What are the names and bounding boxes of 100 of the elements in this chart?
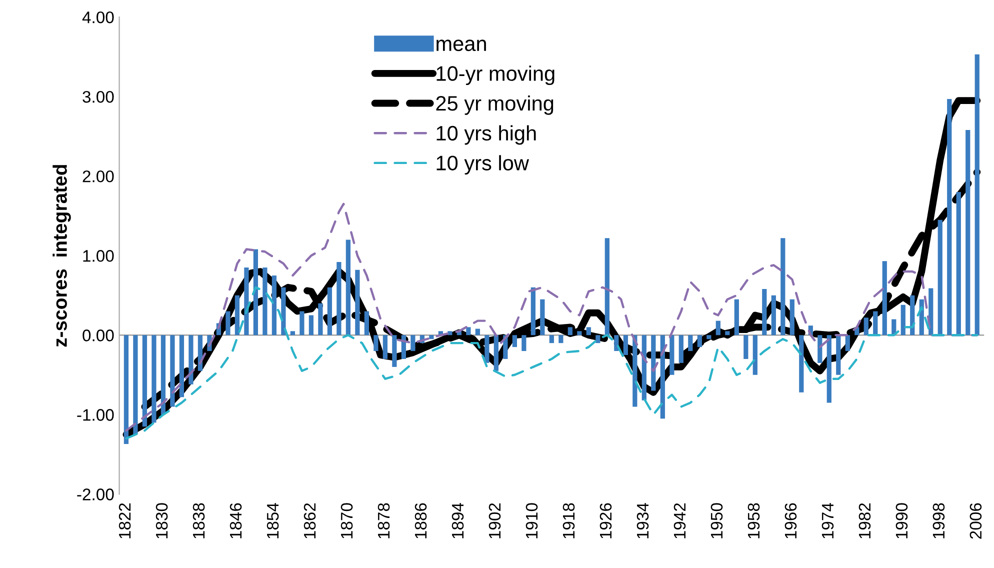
bar (188, 335, 194, 384)
bar (346, 240, 351, 336)
legend-label: 10-yr moving (436, 66, 554, 86)
x-tick-label: 1862 (304, 503, 316, 538)
x-tick-label: 1870 (340, 503, 353, 538)
bar (604, 238, 610, 336)
bar (466, 327, 471, 336)
x-tick-label: 1854 (266, 502, 279, 538)
bar (947, 98, 952, 336)
bar (725, 331, 730, 336)
bar (364, 311, 370, 336)
bar (836, 335, 841, 375)
x-tick-label: 1974 (822, 502, 834, 538)
bar (642, 335, 646, 400)
line-series (125, 286, 978, 440)
bar (966, 130, 970, 336)
bar (558, 335, 564, 344)
bar (752, 335, 758, 375)
bar (706, 335, 712, 340)
y-tick-label: 1.00 (83, 250, 114, 262)
bar (660, 335, 665, 419)
bar (226, 311, 230, 336)
bar (262, 268, 268, 336)
bar (678, 335, 684, 363)
x-tick-label: 1886 (414, 503, 427, 538)
x-tick-label: 1830 (156, 503, 168, 538)
bar (549, 335, 554, 344)
y-tick-label: 2.00 (82, 170, 114, 182)
bar (142, 335, 148, 427)
bar (596, 335, 600, 344)
x-tick-label: 1982 (858, 503, 871, 538)
bar (392, 335, 397, 367)
y-tick-label: 3.00 (82, 90, 114, 103)
x-tick-label: 1942 (674, 503, 686, 538)
x-tick-label: 1966 (784, 503, 797, 538)
bar (771, 295, 776, 336)
bar (586, 327, 591, 336)
bar (845, 335, 850, 352)
x-tick-label: 1934 (636, 502, 649, 538)
x-tick-label: 1894 (452, 502, 464, 538)
bar (290, 331, 296, 336)
bar (234, 295, 240, 336)
bar (512, 335, 517, 348)
bar (308, 315, 314, 336)
bar (577, 331, 582, 336)
bar (818, 335, 822, 363)
bar (651, 335, 656, 391)
bar (244, 268, 249, 336)
bar (697, 335, 702, 348)
bar (623, 335, 628, 355)
bar (900, 304, 906, 336)
bar (670, 335, 674, 375)
x-tick-label: 1918 (562, 503, 575, 538)
x-tick-label: 1838 (192, 503, 205, 538)
bar (382, 335, 388, 359)
bar (124, 335, 129, 444)
bar (873, 311, 878, 336)
bar (272, 275, 277, 336)
x-tick-label: 1822 (118, 503, 131, 538)
y-tick-label: -1.00 (77, 409, 114, 421)
x-tick-label: 1958 (748, 503, 760, 538)
legend-label: mean (436, 40, 486, 52)
bar (133, 335, 138, 435)
bar (938, 220, 942, 336)
y-tick-label: 0.00 (82, 330, 114, 342)
bar (374, 335, 378, 352)
bar (179, 335, 184, 398)
x-tick-label: 1846 (230, 503, 242, 538)
x-tick-label: 1950 (710, 503, 723, 538)
x-tick-label: 1878 (378, 503, 390, 538)
bar (688, 335, 693, 352)
x-tick-label: 1910 (526, 503, 538, 538)
bar (494, 335, 498, 371)
y-tick-label: -2.00 (77, 488, 114, 500)
bar (799, 335, 804, 392)
x-tick-label: 1902 (488, 503, 501, 538)
x-tick-label: 1998 (932, 503, 945, 538)
bar (522, 335, 526, 352)
bar (882, 261, 887, 336)
bar (864, 318, 868, 336)
bar (790, 299, 794, 336)
bar (484, 335, 490, 363)
y-tick-label: 4.00 (82, 11, 114, 24)
bar (780, 238, 786, 336)
bar (253, 249, 258, 336)
bar (475, 328, 480, 336)
bar (355, 270, 360, 336)
bar (540, 299, 545, 336)
bar (744, 335, 748, 359)
bar (956, 192, 961, 336)
bar (568, 327, 572, 336)
x-tick-label: 2006 (970, 503, 982, 539)
bar (429, 335, 434, 340)
y-axis-title: z-scores integrated (52, 165, 71, 347)
bar (318, 303, 323, 336)
legend-label: 25 yr moving (436, 95, 554, 115)
bar (160, 335, 166, 415)
bar (170, 335, 175, 407)
bar (614, 335, 619, 352)
bar (734, 299, 739, 336)
